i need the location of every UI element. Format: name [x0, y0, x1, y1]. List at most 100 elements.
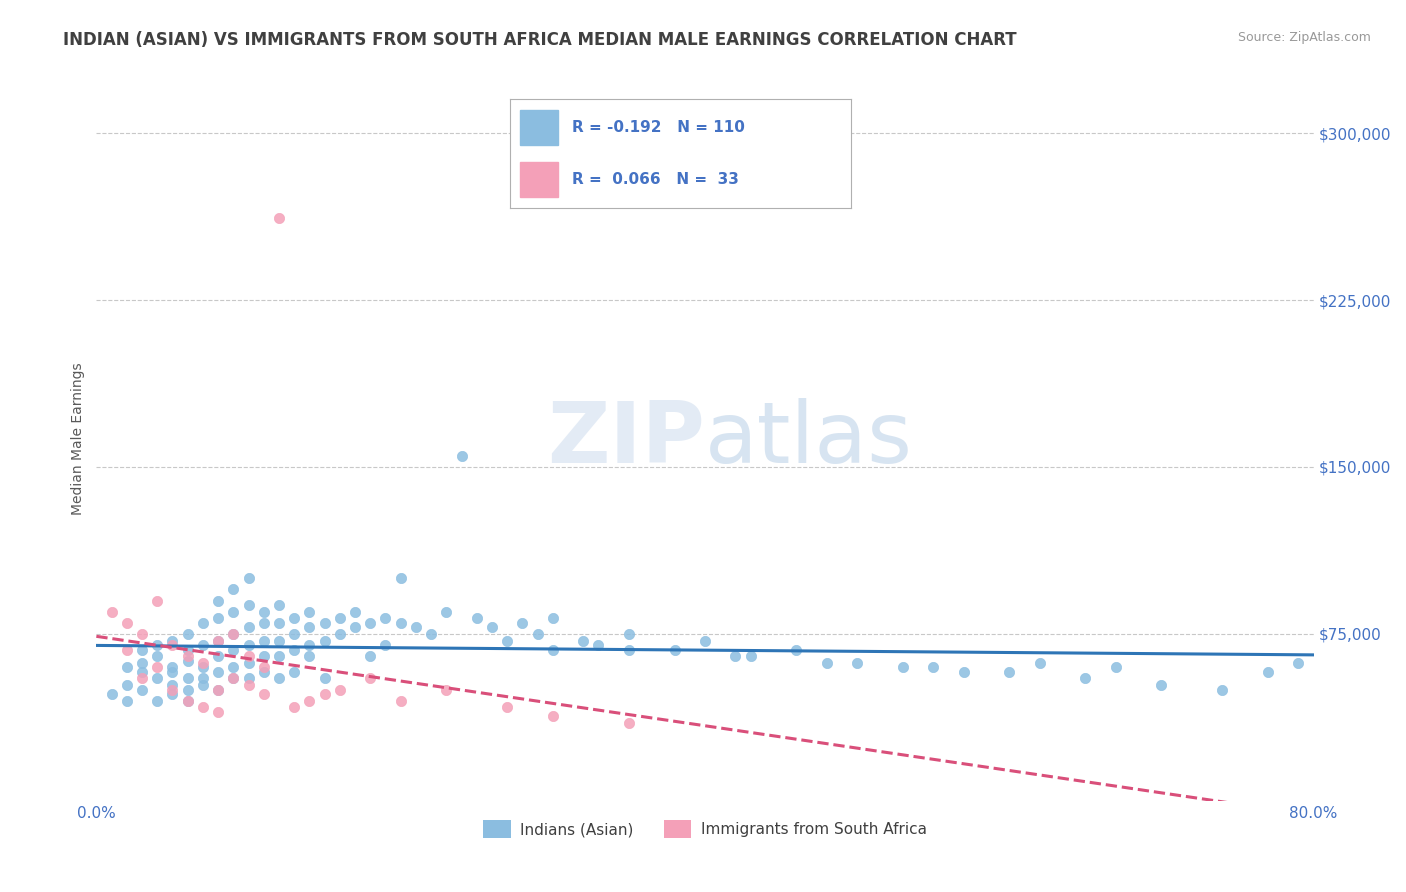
Point [572, 633, 595, 648]
Point [922, 660, 945, 674]
Point [891, 660, 914, 674]
Point [146, 638, 169, 652]
Point [222, 627, 245, 641]
Point [815, 656, 838, 670]
Point [1257, 665, 1279, 679]
Text: INDIAN (ASIAN) VS IMMIGRANTS FROM SOUTH AFRICA MEDIAN MALE EARNINGS CORRELATION : INDIAN (ASIAN) VS IMMIGRANTS FROM SOUTH … [63, 31, 1017, 49]
Point [298, 620, 321, 634]
Point [420, 627, 443, 641]
Point [131, 682, 153, 697]
Point [693, 633, 716, 648]
Point [238, 649, 260, 664]
Point [588, 638, 610, 652]
Point [512, 615, 534, 630]
Point [267, 615, 290, 630]
Text: ZIP: ZIP [547, 398, 704, 481]
Point [496, 633, 519, 648]
Point [389, 694, 412, 708]
Legend: Indians (Asian), Immigrants from South Africa: Indians (Asian), Immigrants from South A… [477, 814, 932, 844]
Point [541, 709, 564, 723]
Point [115, 678, 138, 692]
Point [115, 660, 138, 674]
Point [359, 672, 381, 686]
Point [664, 642, 686, 657]
Point [267, 672, 290, 686]
Point [131, 627, 153, 641]
Point [253, 615, 276, 630]
Point [176, 682, 198, 697]
Point [253, 660, 276, 674]
Point [1105, 660, 1128, 674]
Point [283, 642, 305, 657]
Point [374, 611, 396, 625]
Point [298, 694, 321, 708]
Point [541, 611, 564, 625]
Point [222, 627, 245, 641]
Point [191, 672, 214, 686]
Point [162, 633, 184, 648]
Point [314, 633, 336, 648]
Point [207, 633, 229, 648]
Point [222, 660, 245, 674]
Point [131, 642, 153, 657]
Point [314, 672, 336, 686]
Point [465, 611, 488, 625]
Point [100, 687, 122, 701]
Point [238, 620, 260, 634]
Point [481, 620, 503, 634]
Point [162, 665, 184, 679]
Point [329, 611, 352, 625]
Point [207, 682, 229, 697]
Point [1029, 656, 1052, 670]
Point [146, 660, 169, 674]
Point [253, 649, 276, 664]
Point [526, 627, 548, 641]
Point [191, 656, 214, 670]
Point [115, 694, 138, 708]
Point [267, 649, 290, 664]
Point [207, 593, 229, 607]
Point [314, 687, 336, 701]
Point [267, 598, 290, 612]
Point [191, 678, 214, 692]
Point [298, 638, 321, 652]
Point [359, 615, 381, 630]
Point [207, 705, 229, 719]
Point [238, 638, 260, 652]
Point [405, 620, 427, 634]
Point [238, 598, 260, 612]
Point [1211, 682, 1233, 697]
Point [1286, 656, 1309, 670]
Point [998, 665, 1021, 679]
Point [314, 615, 336, 630]
Point [222, 672, 245, 686]
Point [846, 656, 869, 670]
Point [1074, 672, 1097, 686]
Point [298, 649, 321, 664]
Point [207, 649, 229, 664]
Point [131, 665, 153, 679]
Point [450, 449, 472, 463]
Y-axis label: Median Male Earnings: Median Male Earnings [72, 363, 86, 516]
Point [207, 611, 229, 625]
Point [162, 687, 184, 701]
Point [176, 694, 198, 708]
Point [617, 642, 640, 657]
Point [176, 694, 198, 708]
Point [434, 605, 457, 619]
Point [115, 615, 138, 630]
Point [238, 571, 260, 585]
Point [724, 649, 747, 664]
Point [253, 665, 276, 679]
Point [176, 642, 198, 657]
Point [1150, 678, 1173, 692]
Point [162, 682, 184, 697]
Point [222, 582, 245, 597]
Point [785, 642, 807, 657]
Point [146, 672, 169, 686]
Point [162, 660, 184, 674]
Point [283, 611, 305, 625]
Point [162, 638, 184, 652]
Point [283, 665, 305, 679]
Point [115, 642, 138, 657]
